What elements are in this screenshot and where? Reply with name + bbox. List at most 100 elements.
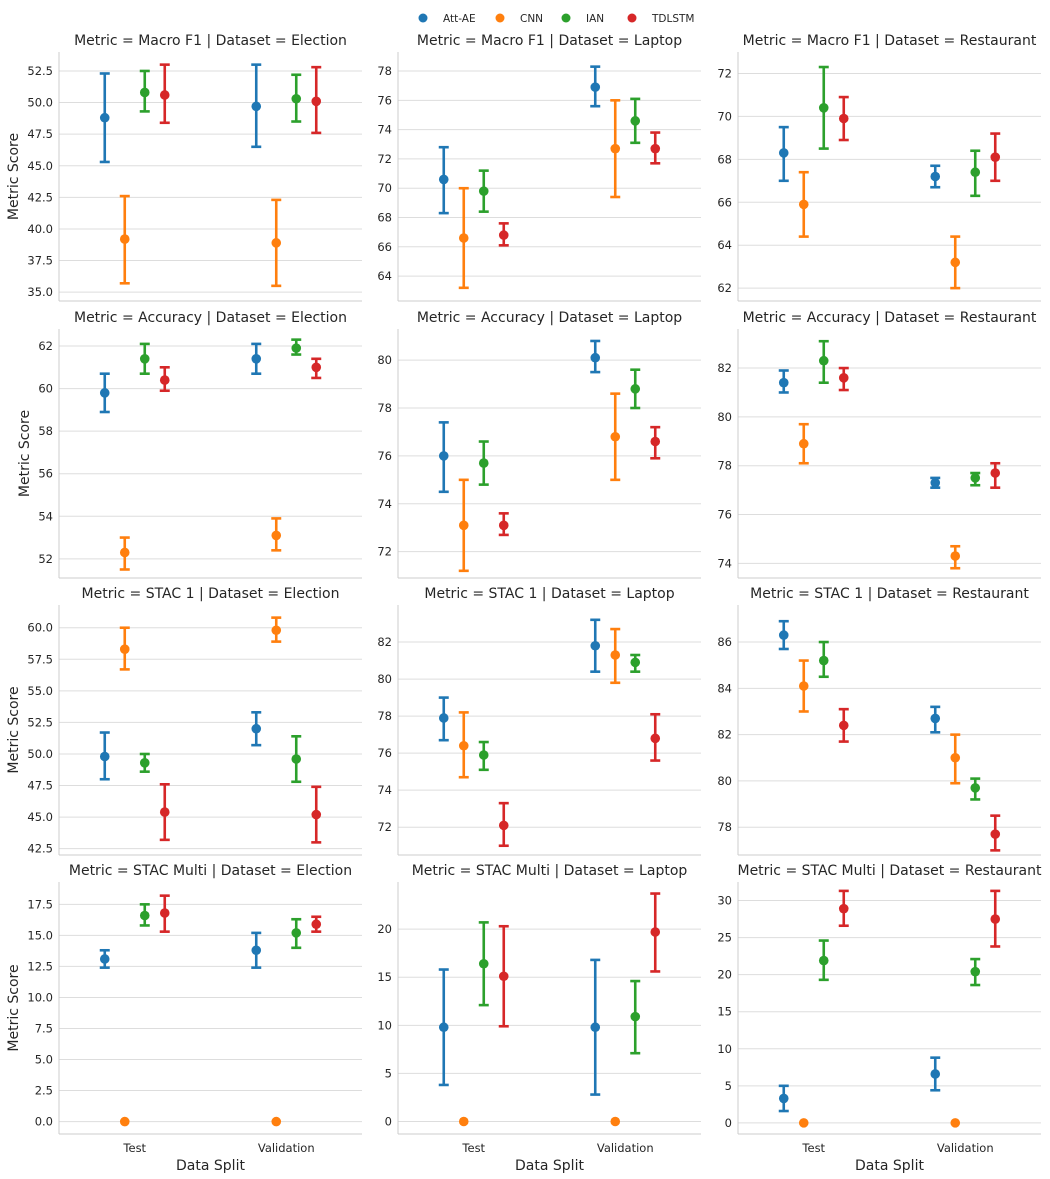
- y-tick-label: 70: [377, 181, 392, 195]
- y-tick-label: 5.0: [35, 1053, 53, 1067]
- y-tick-label: 60.0: [27, 621, 53, 635]
- x-axis-label: Data Split: [855, 1158, 924, 1174]
- y-tick-label: 62: [38, 339, 53, 353]
- data-point-ian: [291, 343, 302, 353]
- legend-marker-att-ae: [418, 13, 428, 23]
- y-tick-label: 60: [38, 382, 53, 396]
- panel-title: Metric = STAC Multi | Dataset = Election: [69, 863, 352, 879]
- data-point-att-ae: [590, 82, 601, 92]
- data-point-tdlstm: [990, 468, 1001, 478]
- data-point-cnn: [610, 1116, 621, 1127]
- y-tick-label: 17.5: [27, 897, 53, 911]
- panel-title: Metric = Macro F1 | Dataset = Laptop: [417, 33, 682, 49]
- data-point-tdlstm: [838, 113, 849, 124]
- data-point-tdlstm: [159, 807, 170, 817]
- y-tick-label: 52.5: [27, 64, 53, 78]
- legend-marker-ian: [561, 13, 571, 23]
- data-point-att-ae: [930, 171, 941, 182]
- y-tick-label: 5: [725, 1079, 732, 1093]
- data-point-tdlstm: [498, 520, 509, 531]
- y-tick-label: 12.5: [27, 959, 53, 973]
- data-point-att-ae: [930, 477, 941, 488]
- panel-title: Metric = STAC Multi | Dataset = Restaura…: [737, 863, 1042, 879]
- y-tick-label: 10: [717, 1042, 732, 1056]
- panel-title: Metric = STAC 1 | Dataset = Laptop: [424, 586, 674, 602]
- data-point-ian: [630, 384, 641, 394]
- y-tick-label: 80: [377, 353, 392, 367]
- data-point-cnn: [119, 547, 130, 558]
- data-point-cnn: [950, 752, 961, 763]
- legend-marker-tdlstm: [627, 13, 637, 23]
- y-axis-label: Metric Score: [17, 410, 33, 497]
- data-point-cnn: [798, 1118, 809, 1128]
- y-tick-label: 76: [377, 93, 392, 107]
- y-tick-label: 86: [717, 635, 732, 649]
- y-tick-label: 72: [377, 545, 392, 559]
- data-point-tdlstm: [159, 90, 170, 100]
- y-tick-label: 78: [717, 820, 732, 834]
- data-point-cnn: [610, 143, 621, 154]
- data-point-cnn: [271, 625, 282, 636]
- y-axis-label: Metric Score: [6, 964, 22, 1051]
- data-point-cnn: [458, 740, 469, 751]
- data-point-ian: [818, 955, 829, 966]
- legend-label-ian: IAN: [586, 13, 604, 25]
- data-point-tdlstm: [159, 908, 170, 918]
- y-tick-label: 82: [377, 635, 392, 649]
- data-point-tdlstm: [838, 373, 849, 383]
- panel-title: Metric = STAC Multi | Dataset = Laptop: [412, 863, 688, 879]
- data-point-tdlstm: [498, 230, 509, 240]
- data-point-ian: [630, 657, 641, 668]
- y-axis-label: Metric Score: [6, 133, 22, 220]
- data-point-tdlstm: [311, 809, 322, 820]
- data-point-att-ae: [590, 640, 601, 651]
- data-point-att-ae: [438, 174, 449, 185]
- panel-title: Metric = Accuracy | Dataset = Election: [74, 310, 347, 326]
- x-axis-label: Data Split: [515, 1158, 584, 1174]
- y-tick-label: 52: [38, 552, 53, 566]
- y-tick-label: 76: [377, 746, 392, 760]
- x-tick-label: Validation: [937, 1141, 994, 1155]
- data-point-ian: [478, 186, 489, 196]
- data-point-att-ae: [99, 388, 110, 398]
- data-point-cnn: [458, 520, 469, 531]
- x-tick-label: Validation: [258, 1141, 315, 1155]
- y-tick-label: 62: [717, 281, 732, 295]
- y-tick-label: 72: [377, 820, 392, 834]
- data-point-tdlstm: [990, 914, 1001, 924]
- data-point-tdlstm: [838, 720, 849, 731]
- y-axis-label: Metric Score: [6, 686, 22, 773]
- data-point-tdlstm: [498, 971, 509, 982]
- y-tick-label: 54: [38, 509, 53, 523]
- data-point-att-ae: [99, 751, 110, 762]
- data-point-cnn: [798, 681, 809, 691]
- data-point-att-ae: [778, 630, 789, 640]
- data-point-ian: [818, 355, 829, 366]
- y-tick-label: 20: [717, 968, 732, 982]
- data-point-cnn: [458, 233, 469, 243]
- y-tick-label: 72: [717, 66, 732, 80]
- y-tick-label: 80: [377, 672, 392, 686]
- data-point-ian: [291, 93, 302, 104]
- x-axis-label: Data Split: [176, 1158, 245, 1174]
- y-tick-label: 47.5: [27, 779, 53, 793]
- y-tick-label: 37.5: [27, 254, 53, 268]
- data-point-att-ae: [930, 1069, 941, 1079]
- y-tick-label: 15.0: [27, 928, 53, 942]
- y-tick-label: 47.5: [27, 127, 53, 141]
- panel-title: Metric = Accuracy | Dataset = Restaurant: [743, 310, 1037, 326]
- data-point-cnn: [610, 650, 621, 660]
- y-tick-label: 74: [377, 783, 392, 797]
- y-tick-label: 25: [717, 931, 732, 945]
- data-point-att-ae: [99, 954, 110, 964]
- y-tick-label: 20: [377, 922, 392, 936]
- data-point-att-ae: [778, 148, 789, 158]
- x-tick-label: Test: [461, 1141, 485, 1155]
- data-point-att-ae: [438, 713, 449, 723]
- data-point-att-ae: [251, 945, 262, 956]
- data-point-cnn: [119, 1116, 130, 1127]
- y-tick-label: 50.0: [27, 96, 53, 110]
- y-tick-label: 10: [377, 1018, 392, 1032]
- data-point-cnn: [610, 431, 621, 442]
- y-tick-label: 45.0: [27, 810, 53, 824]
